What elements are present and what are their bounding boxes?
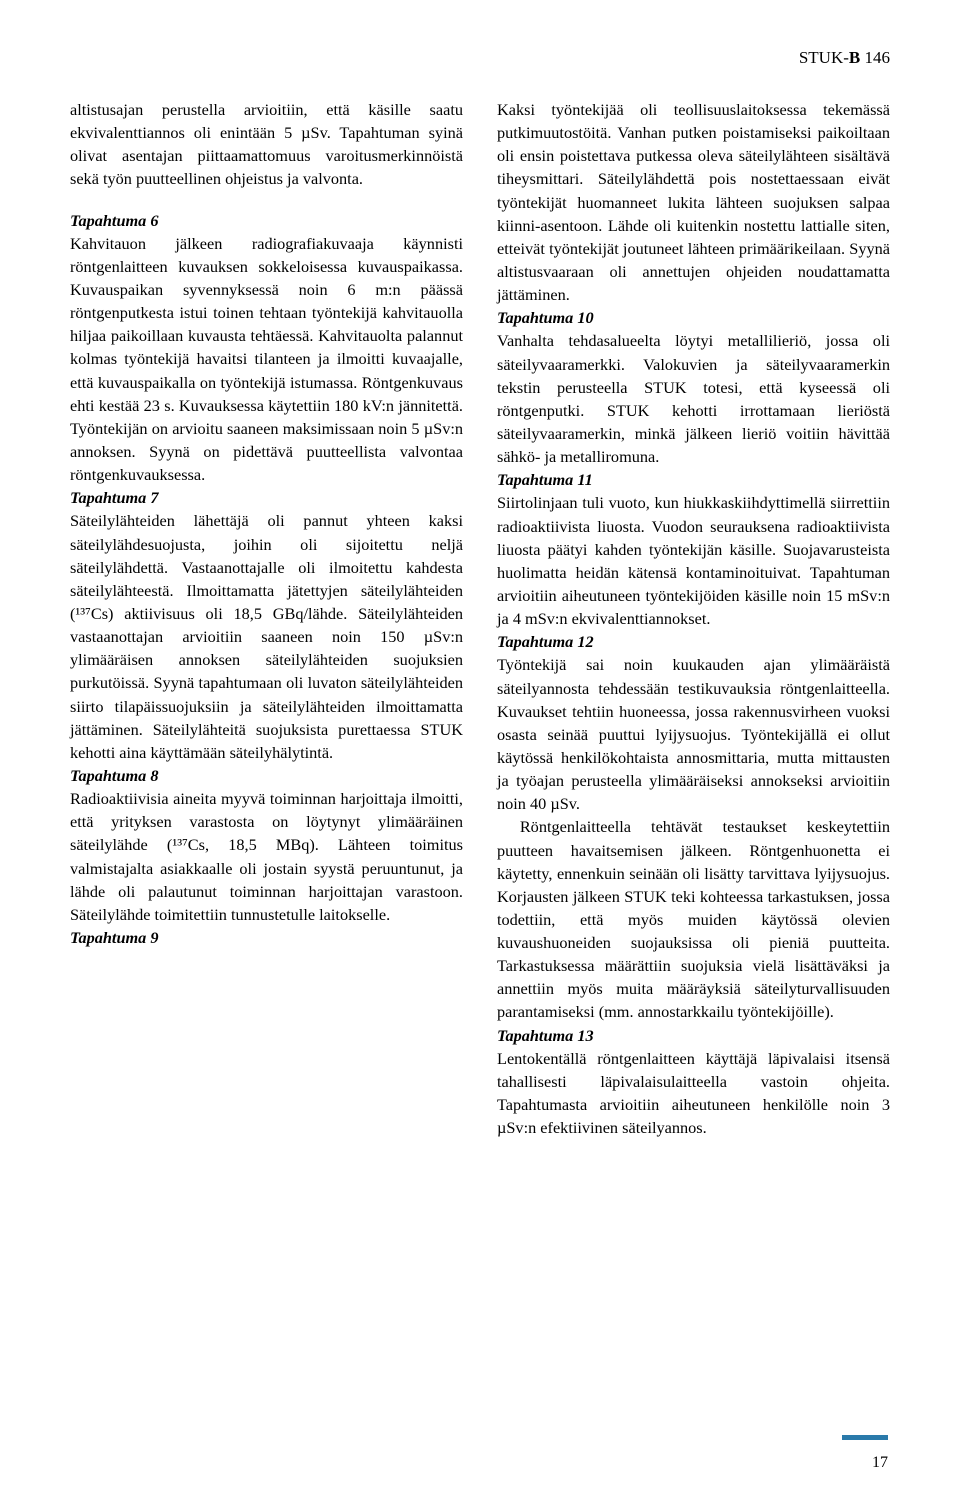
event-13-title: Tapahtuma 13 — [497, 1024, 890, 1047]
page-number: 17 — [872, 1454, 888, 1472]
footer-accent-line — [842, 1435, 888, 1440]
event-6-body: Kahvitauon jälkeen radiografiakuvaaja kä… — [70, 232, 463, 487]
page-header: STUK-B 146 — [70, 48, 890, 68]
event-7-title: Tapahtuma 7 — [70, 486, 463, 509]
event-13-body: Lentokentällä röntgenlaitteen käyttäjä l… — [497, 1047, 890, 1140]
event-9-title: Tapahtuma 9 — [70, 926, 463, 949]
event-8-body: Radioaktiivisia aineita myyvä toiminnan … — [70, 787, 463, 926]
event-9-body: Kaksi työntekijää oli teollisuuslaitokse… — [497, 98, 890, 306]
event-7-body: Säteilylähteiden lähettäjä oli pannut yh… — [70, 509, 463, 764]
event-8-title: Tapahtuma 8 — [70, 764, 463, 787]
event-11-title: Tapahtuma 11 — [497, 468, 890, 491]
event-10-title: Tapahtuma 10 — [497, 306, 890, 329]
event-12-body1: Työntekijä sai noin kuukauden ajan ylimä… — [497, 653, 890, 815]
event-12-title: Tapahtuma 12 — [497, 630, 890, 653]
header-series: B — [849, 48, 860, 67]
intro-para: altistusajan perustella arvioitiin, että… — [70, 98, 463, 191]
event-6-title: Tapahtuma 6 — [70, 209, 463, 232]
page: STUK-B 146 altistusajan perustella arvio… — [0, 0, 960, 1498]
event-11-body: Siirtolinjaan tuli vuoto, kun hiukkaskii… — [497, 491, 890, 630]
event-12-body2: Röntgenlaitteella tehtävät testaukset ke… — [497, 815, 890, 1023]
text-columns: altistusajan perustella arvioitiin, että… — [70, 98, 890, 1139]
header-org: STUK- — [799, 48, 849, 67]
event-10-body: Vanhalta tehdasalueelta löytyi metallili… — [497, 329, 890, 468]
header-num: 146 — [860, 48, 890, 67]
